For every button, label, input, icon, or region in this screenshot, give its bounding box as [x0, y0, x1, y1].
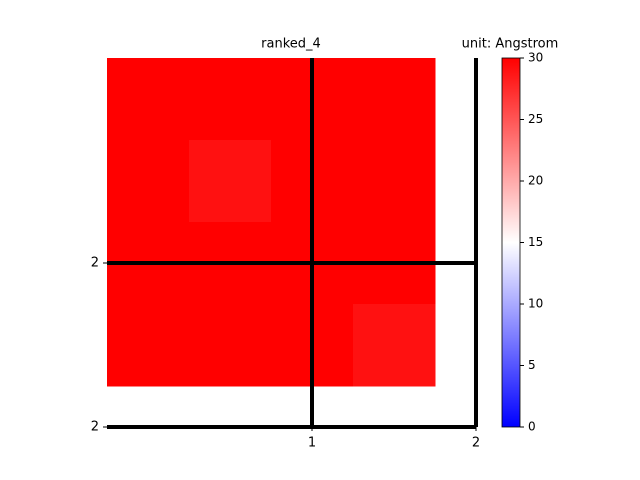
heatmap-cell [394, 263, 436, 305]
heatmap-cell [271, 222, 313, 264]
heatmap-cell [312, 99, 354, 141]
heatmap-cell [353, 345, 395, 387]
heatmap-cell [271, 181, 313, 223]
heatmap-cell [353, 140, 395, 182]
colorbar-tick-label: 10 [528, 297, 543, 311]
heatmap-cell [148, 222, 190, 264]
heatmap-cell [271, 345, 313, 387]
heatmap-cell [312, 58, 354, 100]
heatmap-cell [189, 140, 231, 182]
heatmap-cell [189, 345, 231, 387]
heatmap-cell [271, 58, 313, 100]
heatmap-cell [394, 140, 436, 182]
heatmap-cell [148, 304, 190, 346]
heatmap-cell [394, 304, 436, 346]
colorbar-tick-label: 20 [528, 174, 543, 188]
heatmap-cell [107, 181, 149, 223]
heatmap-cell [271, 263, 313, 305]
heatmap-cell [394, 58, 436, 100]
colorbar-tick-label: 0 [528, 420, 536, 434]
heatmap-cell [189, 58, 231, 100]
heatmap-cell [107, 345, 149, 387]
heatmap-cell [312, 181, 354, 223]
heatmap-cell [148, 140, 190, 182]
heatmap-cell [353, 304, 395, 346]
heatmap-cell [271, 140, 313, 182]
heatmap-cell [271, 99, 313, 141]
heatmap-cell [148, 58, 190, 100]
heatmap-cell [230, 263, 272, 305]
colorbar-label: unit: Angstrom [462, 37, 559, 52]
heatmap-cell [312, 345, 354, 387]
heatmap-cell [271, 304, 313, 346]
heatmap-cell [312, 263, 354, 305]
heatmap-cell [107, 304, 149, 346]
heatmap-cell [107, 263, 149, 305]
heatmap-cell [148, 99, 190, 141]
heatmap-cell [312, 140, 354, 182]
x-tick-label: 2 [472, 436, 480, 451]
colorbar [501, 57, 521, 428]
heatmap-cell [230, 58, 272, 100]
heatmap-cell [148, 263, 190, 305]
heatmap-cell [230, 222, 272, 264]
heatmap-cell [189, 99, 231, 141]
heatmap-cell [107, 222, 149, 264]
heatmap-cell [312, 222, 354, 264]
heatmap-cell [353, 58, 395, 100]
colorbar-tick-label: 25 [528, 112, 543, 126]
heatmap-cell [189, 222, 231, 264]
heatmap-cell [189, 181, 231, 223]
colorbar-tick-label: 15 [528, 235, 543, 249]
heatmap-cell [148, 181, 190, 223]
heatmap-cell [312, 304, 354, 346]
heatmap-cell [353, 99, 395, 141]
colorbar-tick-label: 5 [528, 358, 536, 372]
y-tick-label: 2 [91, 420, 99, 435]
heatmap-cell [107, 99, 149, 141]
heatmap-cell [394, 99, 436, 141]
heatmap-cell [230, 140, 272, 182]
x-tick-label: 1 [308, 436, 316, 451]
heatmap-cell [353, 222, 395, 264]
heatmap-cell [107, 140, 149, 182]
heatmap-cell [107, 58, 149, 100]
heatmap-cell [394, 181, 436, 223]
y-tick-label: 2 [91, 256, 99, 271]
heatmap-cell [230, 181, 272, 223]
heatmap-cell [353, 263, 395, 305]
heatmap-cell [189, 263, 231, 305]
heatmap-cell [394, 222, 436, 264]
chart-title: ranked_4 [261, 37, 321, 52]
heatmap-cell [189, 304, 231, 346]
heatmap-cell [230, 345, 272, 387]
heatmap-cell [394, 345, 436, 387]
colorbar-tick-label: 30 [528, 51, 543, 65]
heatmap-cell [148, 345, 190, 387]
heatmap-cell [230, 99, 272, 141]
heatmap-cell [353, 181, 395, 223]
heatmap-cell [230, 304, 272, 346]
